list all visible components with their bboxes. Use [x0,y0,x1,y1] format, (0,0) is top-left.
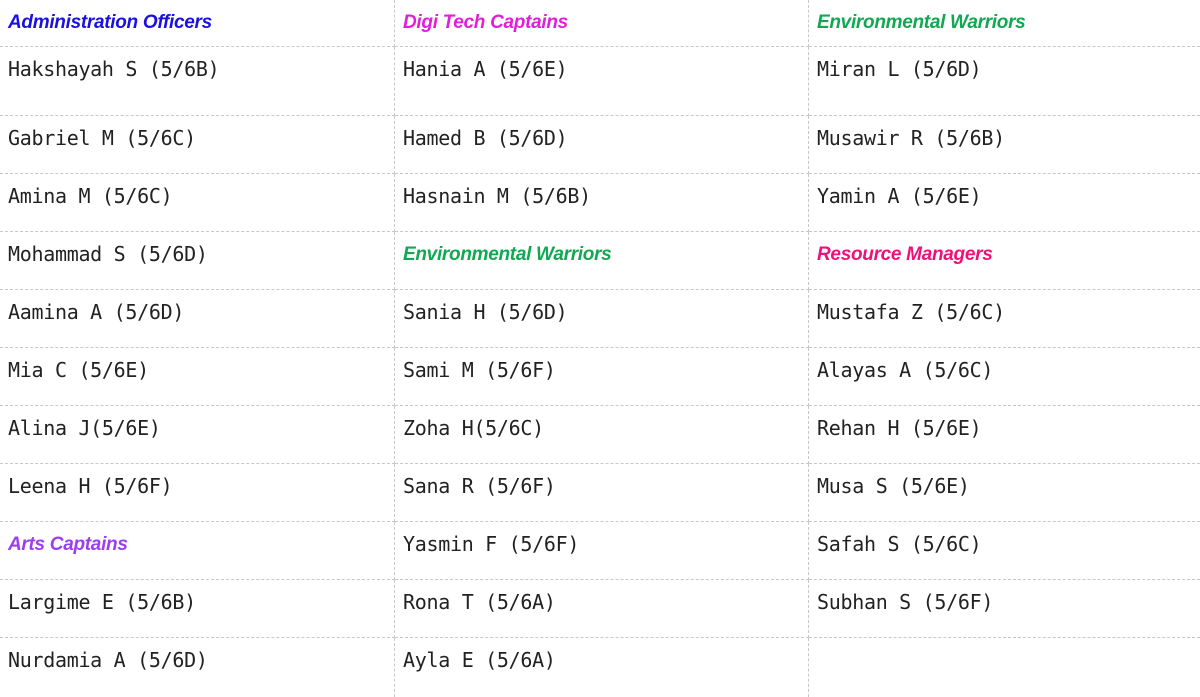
table-cell-name: Musa S (5/6E) [809,464,1200,522]
table-cell-name: Yamin A (5/6E) [809,174,1200,232]
table-cell-name: Musawir R (5/6B) [809,116,1200,174]
table-cell-name: Aamina A (5/6D) [0,290,395,348]
table-cell-name: Largime E (5/6B) [0,580,395,638]
table-cell-name: Ayla E (5/6A) [395,638,809,697]
table-cell-name: Alina J(5/6E) [0,406,395,464]
table-cell-name: Mustafa Z (5/6C) [809,290,1200,348]
table-cell-name: Hania A (5/6E) [395,47,809,116]
heading-arts-captains: Arts Captains [0,522,395,580]
table-cell-name: Miran L (5/6D) [809,47,1200,116]
table-cell-name: Mia C (5/6E) [0,348,395,406]
heading-administration-officers: Administration Officers [0,0,395,47]
table-cell-name: Rona T (5/6A) [395,580,809,638]
table-cell-empty [809,638,1200,697]
table-cell-name: Safah S (5/6C) [809,522,1200,580]
table-cell-name: Zoha H(5/6C) [395,406,809,464]
heading-environmental-warriors-2: Environmental Warriors [395,232,809,290]
table-cell-name: Alayas A (5/6C) [809,348,1200,406]
heading-resource-managers: Resource Managers [809,232,1200,290]
table-cell-name: Nurdamia A (5/6D) [0,638,395,697]
table-cell-name: Subhan S (5/6F) [809,580,1200,638]
table-cell-name: Hamed B (5/6D) [395,116,809,174]
table-cell-name: Rehan H (5/6E) [809,406,1200,464]
table-cell-name: Mohammad S (5/6D) [0,232,395,290]
table-cell-name: Amina M (5/6C) [0,174,395,232]
table-cell-name: Sami M (5/6F) [395,348,809,406]
heading-environmental-warriors: Environmental Warriors [809,0,1200,47]
table-cell-name: Hasnain M (5/6B) [395,174,809,232]
table-cell-name: Gabriel M (5/6C) [0,116,395,174]
heading-digi-tech-captains: Digi Tech Captains [395,0,809,47]
table-cell-name: Hakshayah S (5/6B) [0,47,395,116]
table-cell-name: Leena H (5/6F) [0,464,395,522]
table-cell-name: Yasmin F (5/6F) [395,522,809,580]
table-cell-name: Sania H (5/6D) [395,290,809,348]
table-cell-name: Sana R (5/6F) [395,464,809,522]
